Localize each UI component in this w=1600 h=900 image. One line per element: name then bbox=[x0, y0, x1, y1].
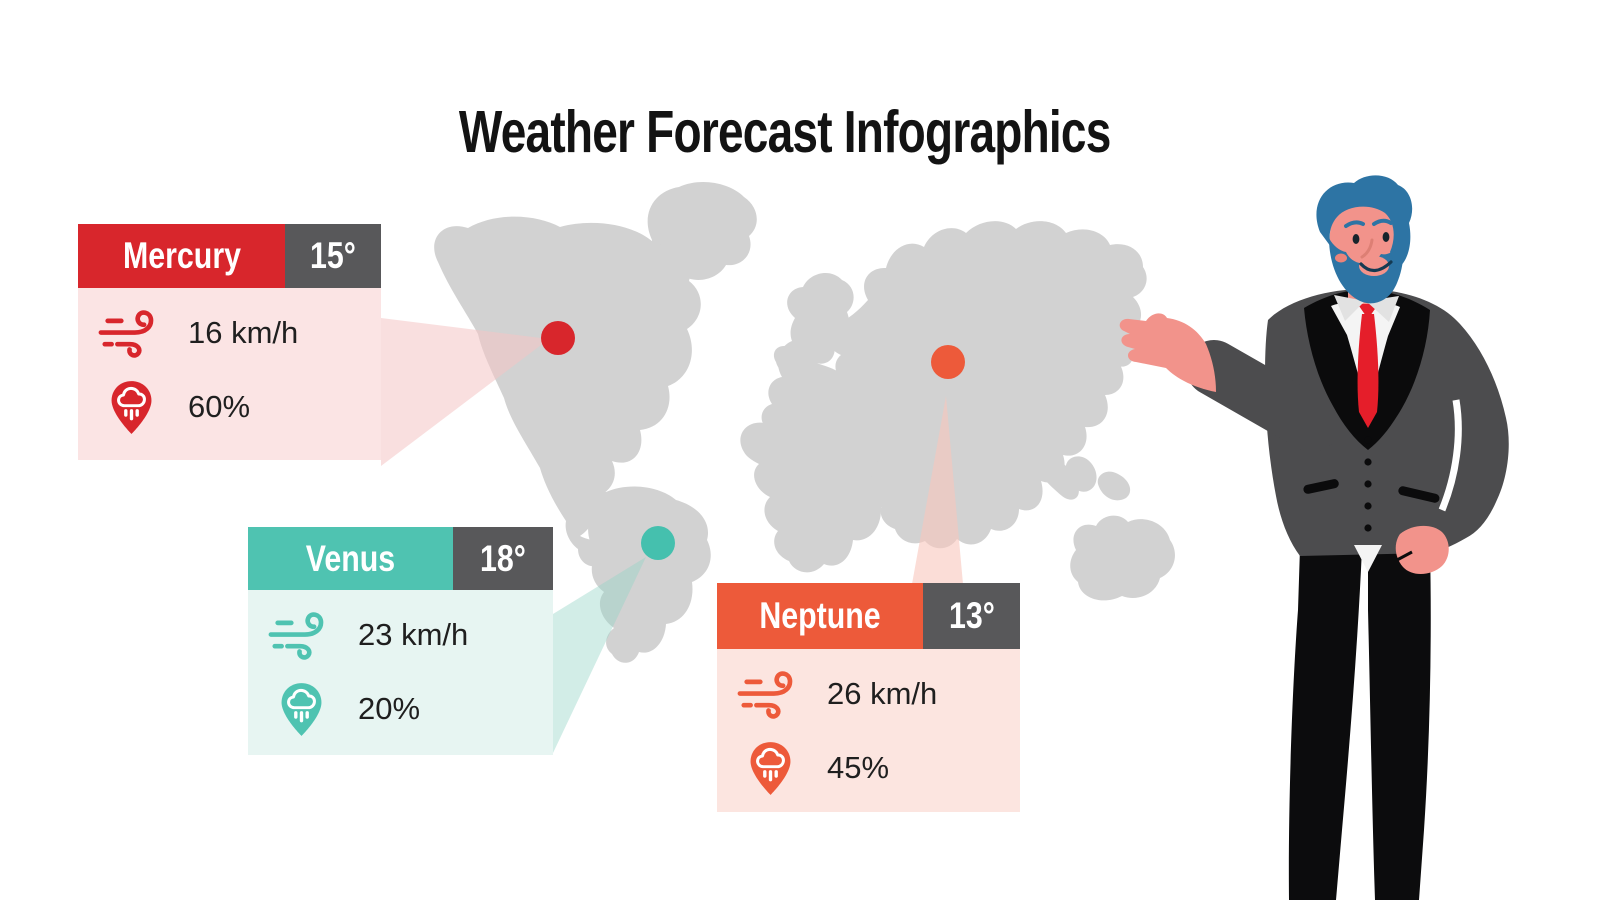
smile bbox=[1359, 260, 1393, 273]
continent-north-america bbox=[434, 216, 701, 567]
callout-wedge-venus bbox=[553, 557, 646, 753]
wind-speed-value: 26 km/h bbox=[827, 676, 938, 711]
planet-name-badge: Venus bbox=[248, 527, 453, 590]
cheek-blush bbox=[1335, 253, 1347, 263]
collar-left bbox=[1334, 295, 1365, 321]
right-eye bbox=[1382, 232, 1390, 242]
card-header: Venus 18° bbox=[248, 527, 553, 590]
arm-body-gap bbox=[1438, 399, 1462, 512]
island-japan bbox=[1109, 340, 1134, 367]
rain-pin-icon bbox=[750, 741, 790, 795]
rain-pin-icon bbox=[281, 682, 321, 736]
wind-icon bbox=[737, 670, 793, 719]
island-sumatra bbox=[1030, 447, 1079, 500]
precipitation-value: 20% bbox=[358, 691, 421, 726]
peninsula-arabia bbox=[873, 432, 940, 498]
callout-wedge-mercury bbox=[381, 318, 549, 466]
precipitation-row: 45% bbox=[717, 731, 1020, 805]
temperature-badge: 15° bbox=[285, 224, 381, 288]
temperature-badge: 18° bbox=[453, 527, 553, 590]
rain-pin-icon bbox=[111, 380, 151, 434]
temperature-badge: 13° bbox=[923, 583, 1020, 649]
right-pocket bbox=[1398, 486, 1440, 503]
left-eye bbox=[1352, 234, 1360, 244]
wind-row: 26 km/h bbox=[717, 657, 1020, 731]
precipitation-value: 60% bbox=[188, 389, 251, 424]
shirt-hem bbox=[1354, 545, 1382, 572]
mouth-area bbox=[1359, 256, 1389, 276]
precipitation-value: 45% bbox=[827, 750, 890, 785]
weather-card-neptune: Neptune 13° 26 km/h bbox=[717, 583, 1020, 812]
card-body: 23 km/h 20% bbox=[248, 590, 553, 755]
map-marker-venus bbox=[641, 526, 675, 560]
tie bbox=[1357, 314, 1379, 428]
page-title: Weather Forecast Infographics bbox=[459, 98, 1111, 165]
wind-speed-value: 16 km/h bbox=[188, 315, 299, 350]
precipitation-row: 20% bbox=[248, 672, 553, 746]
pocket-thumb-line bbox=[1396, 550, 1413, 562]
open-hand bbox=[1119, 313, 1216, 392]
map-marker-neptune bbox=[931, 345, 965, 379]
wind-icon bbox=[268, 611, 324, 660]
card-body: 16 km/h 60% bbox=[78, 288, 381, 460]
island-new-guinea bbox=[1097, 471, 1131, 501]
card-header: Neptune 13° bbox=[717, 583, 1020, 649]
continent-south-america bbox=[586, 486, 711, 663]
island-uk bbox=[773, 346, 799, 373]
presenter-extended-arm bbox=[1186, 340, 1340, 452]
left-eyebrow bbox=[1344, 220, 1365, 228]
weather-card-mercury: Mercury 15° 16 km/h bbox=[78, 224, 381, 460]
island-borneo bbox=[1065, 456, 1097, 492]
continent-australia bbox=[1070, 515, 1175, 601]
wind-speed-value: 23 km/h bbox=[358, 617, 469, 652]
card-header: Mercury 15° bbox=[78, 224, 381, 288]
nose bbox=[1360, 238, 1374, 259]
callout-wedge-neptune bbox=[912, 396, 963, 584]
presenter-right-leg bbox=[1368, 548, 1431, 900]
weather-card-venus: Venus 18° 23 km/h bbox=[248, 527, 553, 755]
pocket-hand bbox=[1395, 525, 1449, 575]
hair bbox=[1316, 175, 1413, 269]
map-marker-mercury bbox=[541, 321, 575, 355]
right-eyebrow bbox=[1372, 218, 1393, 226]
vest-buttons bbox=[1364, 436, 1372, 532]
wind-row: 23 km/h bbox=[248, 598, 553, 672]
card-body: 26 km/h 45% bbox=[717, 649, 1020, 812]
wind-row: 16 km/h bbox=[78, 296, 381, 370]
wind-icon bbox=[98, 309, 154, 358]
planet-name-badge: Mercury bbox=[78, 224, 285, 288]
precipitation-row: 60% bbox=[78, 370, 381, 444]
presenter-left-leg bbox=[1288, 548, 1362, 900]
left-pocket bbox=[1303, 479, 1339, 494]
planet-name-badge: Neptune bbox=[717, 583, 923, 649]
